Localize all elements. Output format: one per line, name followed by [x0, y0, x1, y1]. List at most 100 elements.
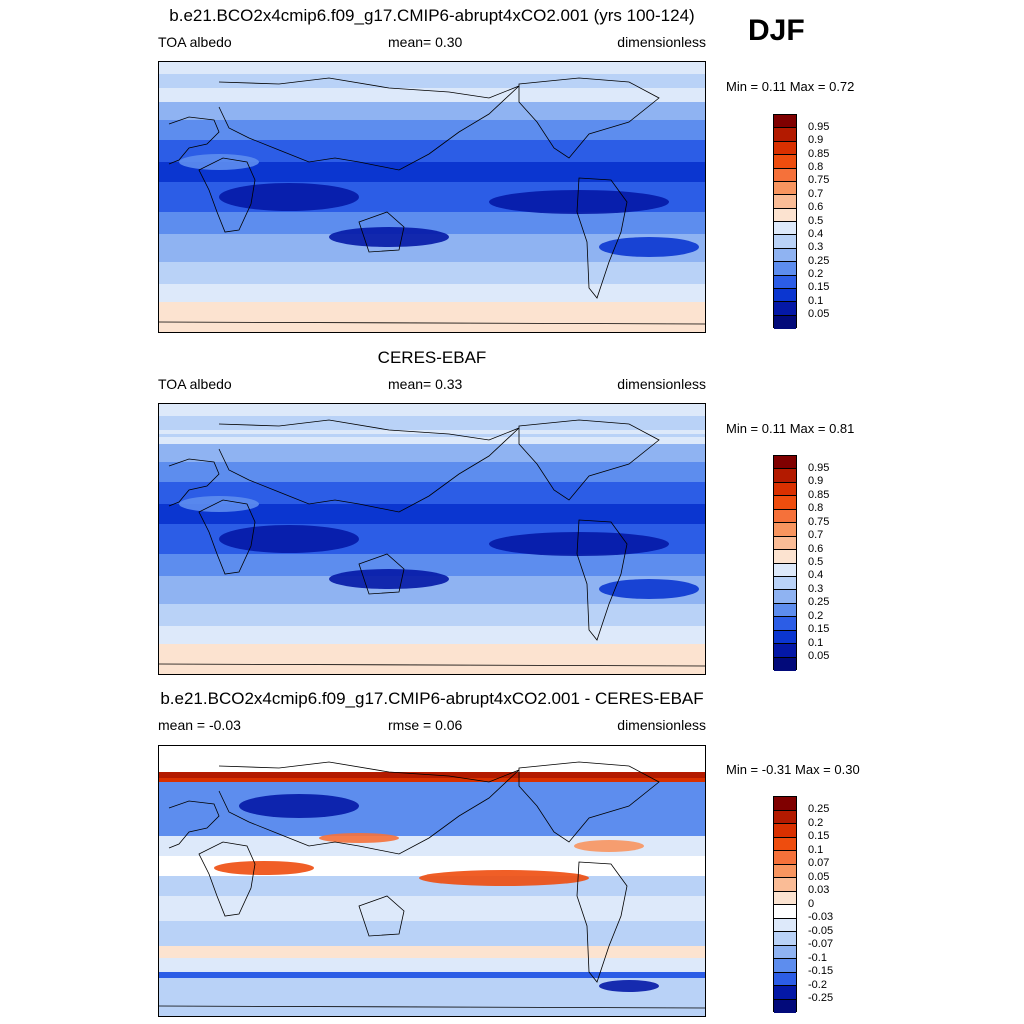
colorbar-tick-label: 0.15	[808, 830, 830, 842]
coastline	[358, 895, 405, 937]
contour-blob	[329, 227, 449, 247]
colorbar-swatch	[774, 523, 796, 537]
colorbar-tick-label: 0.7	[808, 529, 824, 542]
contour-blob	[489, 190, 669, 214]
colorbar-tick-label: -0.1	[808, 951, 827, 964]
contour-blob	[179, 154, 259, 170]
contour-blob	[599, 579, 699, 599]
colorbar-swatch	[774, 810, 796, 824]
season-label: DJF	[748, 14, 805, 47]
panel-1-variable-label: TOA albedo	[158, 34, 232, 50]
panel-2-variable-label: TOA albedo	[158, 376, 232, 392]
contour-band	[159, 504, 705, 524]
contour-band	[159, 262, 705, 284]
colorbar-tick-label: 0.7	[808, 187, 824, 200]
colorbar-swatch	[774, 851, 796, 865]
colorbar-swatch	[774, 563, 796, 577]
panel-2-mean-label: mean= 0.33	[388, 376, 463, 392]
panel-3-mean-label: mean = -0.03	[158, 717, 241, 733]
colorbar-swatch	[774, 128, 796, 142]
colorbar-swatch	[774, 837, 796, 851]
coastline	[218, 419, 520, 513]
colorbar-swatch	[774, 275, 796, 289]
colorbar-swatch	[774, 972, 796, 986]
coastline	[518, 761, 660, 843]
coastline	[198, 157, 256, 233]
colorbar-swatch	[774, 195, 796, 209]
panel-2-map-plot	[159, 404, 705, 674]
colorbar-tick-label: 0.5	[808, 214, 824, 227]
contour-band	[159, 604, 705, 626]
contour-blob	[599, 980, 659, 992]
colorbar-tick-label: 0.2	[808, 268, 824, 280]
colorbar-swatch	[774, 168, 796, 182]
colorbar-swatch	[774, 986, 796, 1000]
colorbar-tick-label: -0.2	[808, 978, 827, 991]
colorbar-tick-label: 0.4	[808, 569, 824, 582]
colorbar-tick-label: 0.85	[808, 147, 830, 160]
colorbar-tick-label: -0.05	[808, 924, 834, 937]
colorbar-swatch	[774, 576, 796, 591]
coastline	[518, 77, 660, 159]
coastline	[168, 116, 220, 165]
colorbar-tick-label: 0.3	[808, 241, 824, 254]
panel-1-map-plot	[159, 62, 705, 332]
colorbar-swatch	[774, 496, 796, 510]
panel-2-colorbar	[773, 455, 797, 671]
panel-1-min-max: Min = 0.11 Max = 0.72	[726, 79, 855, 94]
contour-blob	[489, 532, 669, 556]
contour-band	[159, 896, 705, 921]
colorbar-swatch	[774, 864, 796, 878]
colorbar-tick-label: 0.2	[808, 816, 824, 829]
colorbar-tick-label: 0.25	[808, 803, 830, 815]
colorbar-swatch	[774, 999, 796, 1013]
coastline	[159, 1005, 705, 1009]
colorbar-swatch	[774, 590, 796, 604]
colorbar-swatch	[774, 603, 796, 618]
panel-1-units-label: dimensionless	[617, 34, 706, 50]
colorbar-swatch	[774, 878, 796, 892]
contour-band	[159, 921, 705, 946]
contour-band	[159, 74, 705, 88]
coastline	[218, 77, 520, 171]
colorbar-tick-label: 0.05	[808, 870, 830, 883]
coastline	[198, 841, 256, 917]
panel-3-colorbar	[773, 796, 797, 1013]
colorbar-swatch	[774, 550, 796, 564]
colorbar-tick-label: 0.2	[808, 609, 824, 622]
contour-band	[159, 120, 705, 140]
colorbar-tick-label: -0.15	[808, 965, 834, 977]
colorbar-tick-label: 0.1	[808, 843, 824, 856]
colorbar-swatch	[774, 536, 796, 551]
contour-band	[159, 404, 705, 416]
contour-band	[159, 162, 705, 182]
colorbar-swatch	[774, 509, 796, 524]
colorbar-tick-label: 0.85	[808, 488, 830, 501]
colorbar-swatch	[774, 262, 796, 276]
contour-blob	[239, 794, 359, 818]
colorbar-tick-label: 0	[808, 897, 815, 910]
colorbar-swatch	[774, 945, 796, 959]
colorbar-swatch	[774, 657, 796, 671]
contour-band	[159, 554, 705, 576]
colorbar-swatch	[774, 905, 796, 919]
colorbar-tick-label: 0.6	[808, 201, 824, 214]
colorbar-tick-label: -0.07	[808, 938, 834, 950]
colorbar-swatch	[774, 456, 796, 470]
colorbar-tick-label: 0.1	[808, 294, 824, 307]
contour-band	[159, 416, 705, 430]
colorbar-swatch	[774, 181, 796, 196]
panel-1-colorbar	[773, 114, 797, 329]
colorbar-tick-label: 0.15	[808, 623, 830, 636]
coastline	[576, 177, 628, 299]
coastline	[168, 800, 220, 849]
colorbar-tick-label: 0.9	[808, 475, 824, 488]
colorbar-swatch	[774, 482, 796, 497]
colorbar-tick-label: 0.25	[808, 254, 830, 267]
coastline	[159, 663, 705, 667]
colorbar-swatch	[774, 208, 796, 222]
colorbar-tick-label: 0.03	[808, 884, 830, 896]
colorbar-tick-label: 0.95	[808, 461, 830, 474]
panel-2-title: CERES-EBAF	[377, 348, 487, 367]
colorbar-swatch	[774, 235, 796, 249]
